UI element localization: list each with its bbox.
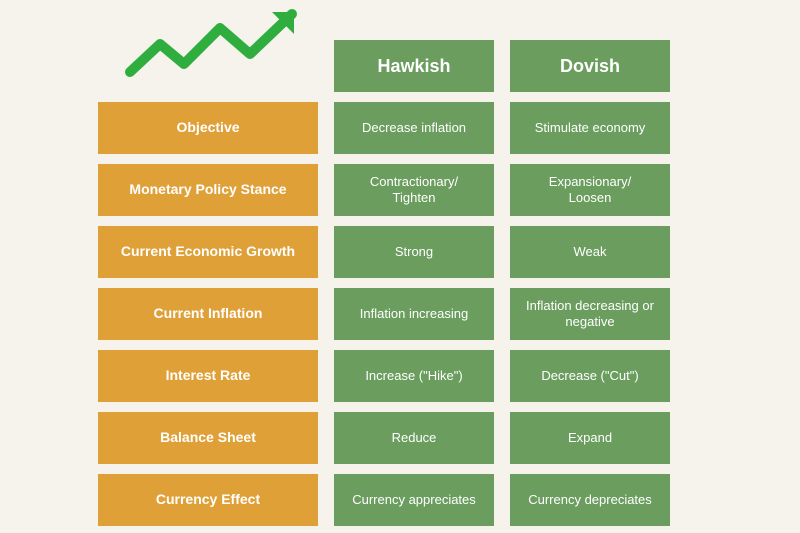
cell-dovish: Inflation decreasing or negative: [510, 288, 670, 340]
cell-dovish: Expand: [510, 412, 670, 464]
cell-hawkish: Inflation increasing: [334, 288, 494, 340]
cell-hawkish: Contractionary/ Tighten: [334, 164, 494, 216]
cell-hawkish: Reduce: [334, 412, 494, 464]
row-label: Monetary Policy Stance: [98, 164, 318, 216]
cell-hawkish: Increase ("Hike"): [334, 350, 494, 402]
row-label: Currency Effect: [98, 474, 318, 526]
row-label: Objective: [98, 102, 318, 154]
row-label: Balance Sheet: [98, 412, 318, 464]
column-header-dovish: Dovish: [510, 40, 670, 92]
cell-dovish: Decrease ("Cut"): [510, 350, 670, 402]
column-header-hawkish: Hawkish: [334, 40, 494, 92]
upward-trend-arrow-icon: [122, 6, 312, 92]
cell-hawkish: Currency appreciates: [334, 474, 494, 526]
cell-hawkish: Decrease inflation: [334, 102, 494, 154]
cell-hawkish: Strong: [334, 226, 494, 278]
cell-dovish: Stimulate economy: [510, 102, 670, 154]
comparison-table: Hawkish Dovish Objective Decrease inflat…: [98, 40, 670, 526]
row-label: Current Economic Growth: [98, 226, 318, 278]
cell-dovish: Weak: [510, 226, 670, 278]
row-label: Current Inflation: [98, 288, 318, 340]
cell-dovish: Expansionary/ Loosen: [510, 164, 670, 216]
cell-dovish: Currency depreciates: [510, 474, 670, 526]
row-label: Interest Rate: [98, 350, 318, 402]
